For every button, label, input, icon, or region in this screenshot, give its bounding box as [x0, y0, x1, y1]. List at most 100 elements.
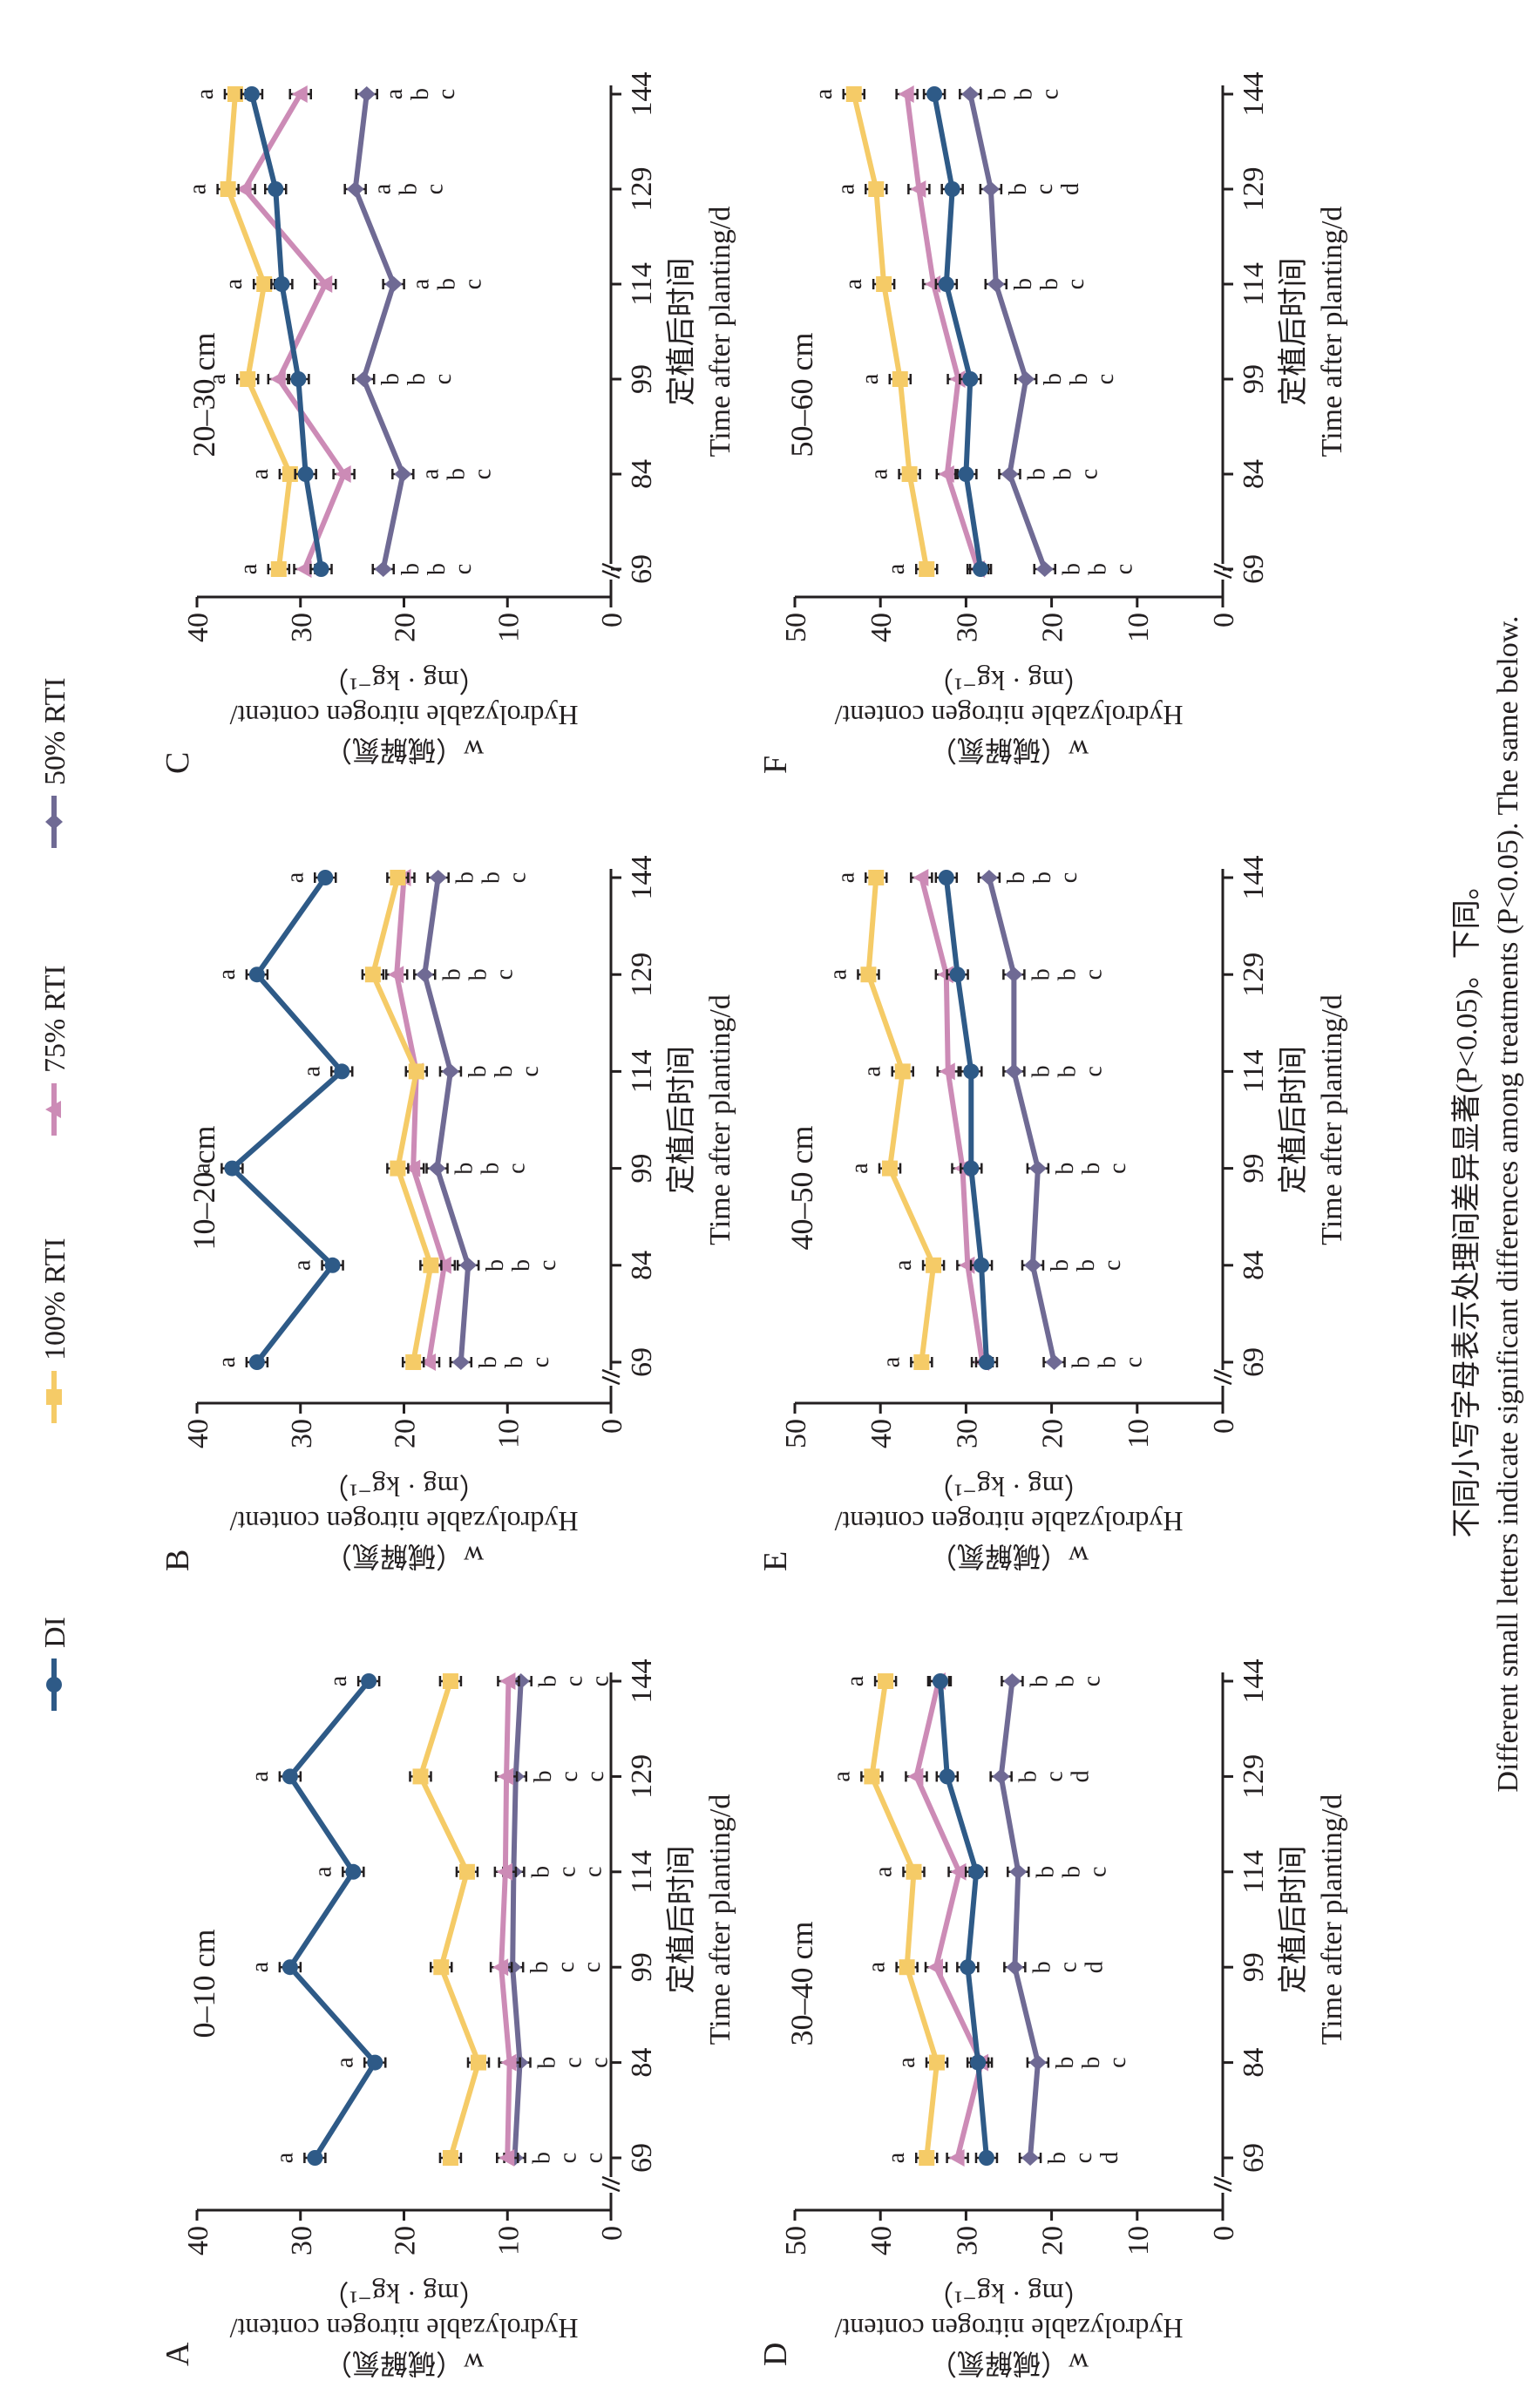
panel-c-data-point [357, 86, 376, 102]
panel-f-y-tick-label: 40 [865, 613, 898, 642]
panel-e-series-line-100rti [865, 877, 937, 1363]
panel-f-data-point [919, 561, 935, 577]
panel-f-data-point [868, 181, 885, 197]
panel-d-data-point [970, 2054, 987, 2071]
panel-e-sig-letter: b [1028, 1065, 1055, 1077]
panel-f-x-tick-label: 84 [1238, 459, 1270, 489]
panel-d-sig-letter: b [1026, 1675, 1053, 1687]
panel-e-x-tick-label: 129 [1238, 953, 1270, 997]
panel-a-sig-letter: b [535, 1675, 562, 1687]
panel-a-data-point [471, 2054, 486, 2071]
panel-b-sig-letter: c [517, 1066, 544, 1076]
panel-a-series-line-75rti [499, 1680, 512, 2159]
panel-d-data-point [906, 1863, 922, 1880]
panel-d-axis-break-mark [1213, 2182, 1232, 2193]
panel-d-data-point [968, 1863, 985, 1880]
panel-a-data-point [367, 2054, 383, 2071]
panel-d-sig-letter: b [1052, 1675, 1079, 1687]
panel-c-data-point [227, 86, 243, 102]
panel-e-data-point [978, 1354, 994, 1370]
panel-b-sig-letter: b [491, 1065, 518, 1077]
panel-c-data-point [235, 180, 252, 198]
panel-a-sig-letter: a [331, 2057, 358, 2068]
panel-c-x-axis-title-en: Time after planting/d [704, 207, 736, 458]
panel-e-data-point [1005, 967, 1023, 983]
panel-b-data-point [388, 966, 404, 984]
panel-f-x-axis-title-en: Time after planting/d [1316, 207, 1348, 458]
panel-f-sig-letter: b [1049, 468, 1076, 480]
panel-e-y-tick-label: 0 [1208, 1419, 1240, 1434]
panel-c-y-axis-title-0: w（碱解氮） [324, 735, 484, 766]
panel-f-sig-letter: d [1057, 183, 1084, 195]
panel-c-sig-letter: a [247, 468, 274, 479]
panel-b-sig-letter: b [478, 872, 505, 884]
panel-b-axis-break-mark [601, 1368, 621, 1379]
panel-b-data-point [408, 1063, 424, 1080]
panel-a-sig-letter: a [247, 1771, 274, 1782]
panel-a-data-point [412, 1768, 429, 1785]
panel-c-sig-letter: c [433, 89, 460, 99]
panel-d-x-tick-label: 114 [1238, 1850, 1270, 1894]
panel-e-sig-letter: a [832, 872, 859, 883]
panel-e-data-point [1028, 1160, 1047, 1177]
panel-d-data-point [1028, 2054, 1047, 2071]
panel-a-data-point [458, 1863, 475, 1880]
panel-e-series-line-di [943, 877, 989, 1363]
panel-c-data-point [274, 276, 290, 292]
panel-c-sig-letter: b [404, 373, 431, 385]
legend-label: 50% RTI [39, 677, 71, 785]
panel-d-sig-letter: c [1041, 1771, 1069, 1781]
panel-d-sig-letter: a [883, 2152, 910, 2163]
panel-e-data-point [937, 966, 953, 984]
panel-e-sig-letter: b [1054, 1065, 1081, 1077]
panel-f-sig-letter: b [1085, 563, 1112, 575]
panel-d-sig-letter: b [1078, 2057, 1105, 2069]
panel-c-series-line-75rti [241, 92, 348, 571]
panel-c-x-tick-label: 84 [626, 459, 658, 489]
panel-c-sig-letter: c [430, 374, 457, 384]
panel-d-y-axis-title-0: w（碱解氮） [929, 2348, 1089, 2379]
panel-f-y-tick-label: 30 [951, 613, 983, 642]
panel-f-data-point [961, 86, 980, 102]
panel-f-series-line-75rti [904, 93, 981, 570]
panel-d-y-tick-label: 50 [780, 2226, 812, 2255]
panel-f-sig-letter: a [857, 373, 884, 384]
panel-e-label: E [757, 1551, 794, 1571]
panel-e-data-point [926, 1257, 942, 1273]
panel-d-sig-letter: c [1104, 2057, 1131, 2067]
panel-e-data-point [1045, 1354, 1063, 1370]
panel-e-y-tick-label: 50 [780, 1419, 812, 1448]
panel-e-data-point [882, 1160, 899, 1177]
panel-b-y-axis-title-0: w（碱解氮） [324, 1541, 484, 1572]
panel-e-data-point [963, 1160, 980, 1177]
panel-b-sig-letter: b [482, 1259, 509, 1272]
panel-e-sig-letter: c [1080, 969, 1107, 980]
panel-e-data-point [974, 1257, 990, 1273]
panel-b-y-tick-label: 40 [182, 1419, 214, 1448]
legend-label: 100% RTI [39, 1238, 71, 1360]
panel-e-y-tick-label: 20 [1037, 1419, 1069, 1448]
panel-e-title: 40–50 cm [784, 1126, 819, 1251]
panel-b-data-point [224, 1160, 241, 1177]
panel-b-series-line-75rti [394, 877, 447, 1363]
panel-b-data-point [364, 967, 381, 983]
panel-a-sig-letter: c [561, 1676, 588, 1686]
panel-e-y-tick-label: 10 [1123, 1419, 1155, 1448]
panel-e-y-tick-label: 40 [865, 1419, 898, 1448]
panel-a-x-tick-label: 99 [626, 1952, 658, 1982]
panel-c-y-tick-label: 0 [596, 613, 628, 627]
panel-d-sig-letter: b [1032, 1866, 1059, 1878]
panel-b-y-tick-label: 30 [286, 1419, 318, 1448]
panel-b-data-point [420, 1353, 436, 1371]
panel-c-sig-letter: b [407, 88, 434, 100]
panel-f-sig-letter: c [1075, 469, 1102, 479]
panel-f-series-line-50rti [967, 93, 1048, 571]
panel-f-y-tick-label: 20 [1037, 613, 1069, 642]
panel-a-sig-letter: c [582, 1771, 609, 1781]
panel-c-x-axis-title-cn: 定植后时间 [665, 258, 698, 406]
panel-c-sig-letter: c [422, 184, 449, 194]
panel-f-sig-letter: a [840, 278, 867, 289]
panel-c-y-tick-label: 30 [286, 613, 318, 642]
panel-a-title: 0–10 cm [187, 1930, 221, 2038]
panel-b-data-point [248, 1354, 265, 1370]
